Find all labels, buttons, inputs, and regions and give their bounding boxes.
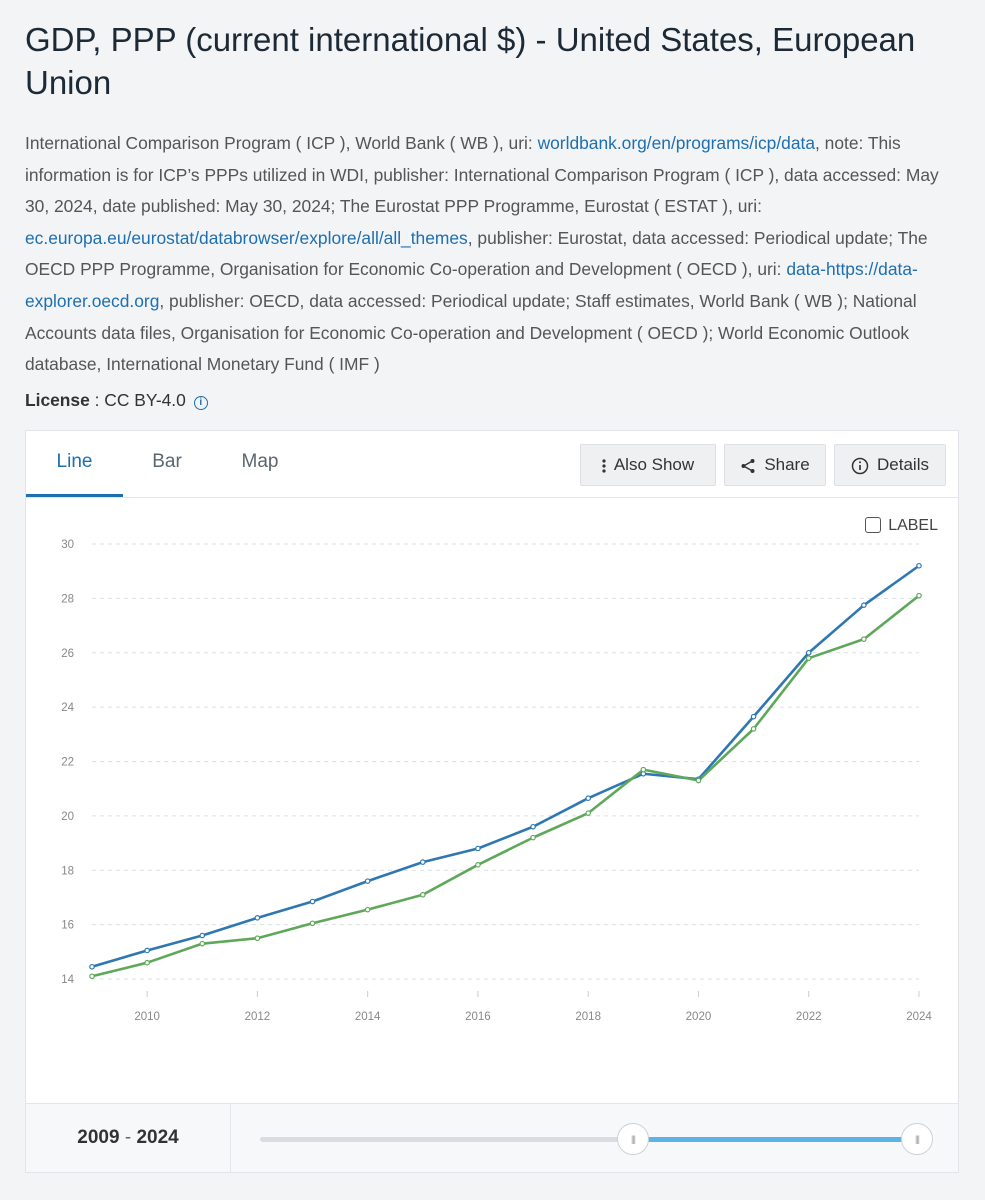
y-tick-label: 20 [61, 811, 74, 823]
range-end-handle[interactable]: ||| [901, 1123, 933, 1155]
x-tick-label: 2012 [245, 1011, 271, 1023]
x-tick-label: 2010 [134, 1011, 160, 1023]
data-point [916, 562, 922, 569]
data-point [419, 891, 426, 898]
y-tick-label: 14 [61, 974, 74, 986]
tab-line[interactable]: Line [26, 431, 123, 497]
data-point [475, 845, 481, 852]
tab-map[interactable]: Map [241, 451, 279, 472]
range-sep: - [119, 1127, 137, 1148]
tab-bar[interactable]: Bar [152, 451, 182, 472]
also-show-label: Also Show [613, 455, 695, 474]
data-point [861, 602, 867, 608]
page-title: GDP, PPP (current international $) - Uni… [25, 21, 916, 101]
y-axis: 14 16 18 20 22 24 26 28 30 [61, 539, 74, 986]
icp-data-link[interactable]: worldbank.org/en/programs/icp/data [537, 133, 815, 153]
range-start-handle[interactable]: ||| [617, 1123, 649, 1155]
x-tick-label: 2024 [906, 1011, 932, 1023]
data-point [805, 649, 812, 656]
details-label: Details [877, 455, 929, 474]
meta-text-1: International Comparison Program ( ICP )… [25, 133, 538, 153]
data-point [530, 823, 536, 830]
x-tick-label: 2020 [686, 1011, 712, 1023]
chart-card: Line Bar Map Also Show Share Details LAB… [25, 430, 959, 1173]
series-line-1 [91, 564, 920, 969]
data-point [199, 940, 206, 947]
data-point [309, 898, 316, 905]
series-points [89, 562, 922, 980]
source-metadata: International Comparison Program ( ICP )… [25, 128, 965, 381]
data-point [585, 810, 592, 816]
checkbox-icon[interactable] [865, 517, 882, 533]
meta-text-2: , note: This information is for ICP’s PP… [25, 133, 939, 217]
y-tick-label: 16 [61, 920, 74, 932]
y-tick-label: 24 [61, 702, 74, 714]
view-tabs: Line Bar Map Also Show Share Details [26, 431, 958, 498]
share-label: Share [764, 455, 810, 474]
y-tick-label: 22 [61, 757, 74, 769]
x-tick-label: 2016 [465, 1011, 491, 1023]
oecd-link[interactable]: data-https://data-explorer.oecd.org [25, 259, 918, 311]
data-point [695, 777, 702, 784]
data-point [254, 915, 261, 921]
data-point [585, 795, 592, 802]
data-point [805, 655, 812, 661]
license-sep: : [89, 390, 105, 410]
data-point [364, 906, 371, 913]
share-button[interactable]: Share [724, 444, 826, 486]
data-point [475, 862, 481, 868]
data-point [144, 959, 150, 966]
range-start: 2009 [77, 1127, 120, 1148]
data-point [750, 713, 757, 720]
data-point [199, 932, 206, 939]
x-tick-label: 2022 [796, 1011, 822, 1023]
range-end: 2024 [136, 1127, 179, 1148]
license-value: CC BY-4.0 [104, 390, 186, 410]
x-axis: 2010 2012 2014 2016 2018 2020 2022 2024 [134, 991, 932, 1023]
x-tick-label: 2018 [575, 1011, 601, 1023]
label-toggle-text: LABEL [888, 517, 938, 534]
details-button[interactable]: Details [834, 444, 946, 486]
data-point [419, 859, 426, 865]
info-icon[interactable]: i [193, 396, 208, 410]
license-label: License [25, 390, 90, 410]
data-point [254, 935, 261, 942]
range-track[interactable] [260, 1137, 914, 1142]
range-label: 2009 - 2024 [26, 1104, 231, 1172]
more-vertical-icon [602, 446, 606, 486]
meta-text-3: , publisher: Eurostat, data accessed: Pe… [25, 227, 928, 280]
range-track-selected[interactable] [632, 1137, 914, 1142]
eurostat-link[interactable]: ec.europa.eu/eurostat/databrowser/explor… [25, 227, 468, 248]
data-point [89, 963, 95, 970]
range-selector: 2009 - 2024 ||| ||| [26, 1103, 958, 1172]
meta-text-4: , publisher: OECD, data accessed: Period… [25, 290, 917, 375]
x-tick-label: 2014 [355, 1011, 381, 1023]
y-tick-label: 28 [61, 593, 74, 605]
label-toggle[interactable]: LABEL [865, 515, 938, 537]
data-point [89, 973, 95, 980]
y-tick-label: 18 [61, 865, 74, 877]
y-tick-label: 30 [61, 539, 74, 551]
data-point [640, 766, 647, 773]
data-point [309, 920, 316, 927]
data-point [861, 636, 867, 642]
also-show-button[interactable]: Also Show [580, 444, 716, 486]
grid [92, 543, 919, 980]
series-line-2 [91, 594, 920, 978]
share-icon [740, 446, 756, 486]
data-point [364, 878, 371, 884]
data-point [916, 592, 922, 599]
data-point [530, 834, 536, 841]
y-tick-label: 26 [61, 648, 74, 660]
info-circle-icon [851, 446, 869, 486]
license: License : CC BY-4.0 i [25, 386, 208, 414]
series-lines [91, 564, 920, 978]
data-point [144, 947, 150, 954]
data-point [750, 726, 757, 732]
